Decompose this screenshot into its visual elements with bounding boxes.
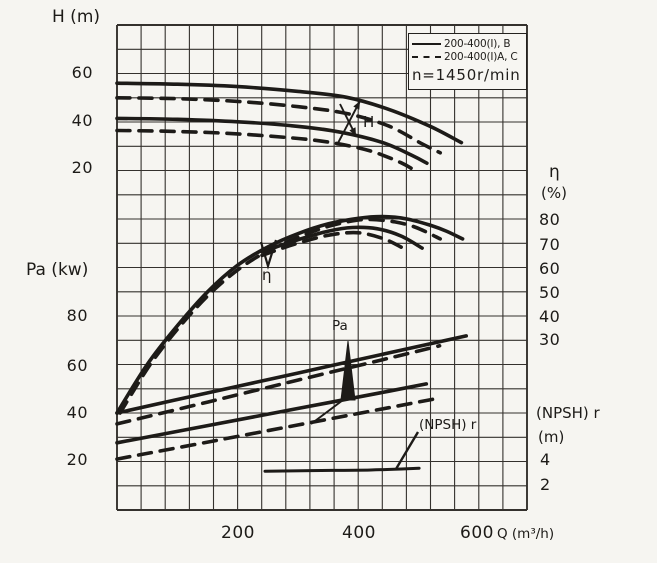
dashed-line-sample-icon [412,55,441,58]
legend-entry-dashed: 200-400(I)A, C [444,50,518,63]
eta-axis-tick: 60 [539,259,561,278]
eta-axis-title: η [549,162,560,182]
pa-curve-label: Pa [332,318,348,334]
eta-curve-label: η [262,266,272,284]
curve-h-b-2 [115,116,429,165]
solid-line-sample-icon [412,42,441,45]
curve-h-ac-2 [115,128,419,174]
curve-eta-b-1 [115,214,465,415]
q-axis-tick: 400 [342,523,376,543]
pa-marker-tail [310,399,344,425]
q-axis-tick: 600 [460,523,494,543]
curve-pa-ac-1 [115,344,442,426]
eta-axis-tick: 80 [539,210,561,229]
pa-axis-tick: 20 [66,450,88,469]
pa-axis-tick: 60 [66,356,88,375]
curve-h-ac-1 [115,96,442,155]
legend-speed: n=1450r/min [412,66,521,84]
h-axis-tick: 60 [71,63,93,82]
h-axis-title: H (m) [52,7,101,27]
npsh-axis-title: (NPSH) r [536,404,600,422]
pa-marker-arrow [340,340,356,401]
legend-row-solid: 200-400(I), B [412,37,524,50]
eta-axis-tick: 50 [539,283,561,302]
legend-entry-solid: 200-400(I), B [444,37,511,50]
curve-h-b-1 [115,81,464,145]
curve-eta-b-2 [260,225,424,254]
curve-pa-b-2 [115,382,429,445]
h-marker-down-arrow-head [349,127,356,136]
curve-eta-ac-2 [260,230,407,258]
h-axis-tick: 40 [71,111,93,130]
h-marker-up-arrow-head [353,101,360,110]
eta-axis-tick: 40 [539,307,561,326]
q-axis-tick: 200 [221,523,255,543]
npsh-leader-line [394,431,420,470]
curve-eta-ac-1 [118,217,442,415]
pa-axis-title: Pa (kw) [26,260,89,280]
eta-axis-tick: 70 [539,235,561,254]
legend-box: 200-400(I), B 200-400(I)A, C n=1450r/min [408,33,527,90]
eta-axis-unit: (%) [541,184,567,202]
curve-pa-b-1 [115,334,468,415]
h-curve-label: H [363,113,375,131]
npsh-curve-label: (NPSH) r [419,417,477,433]
pa-axis-tick: 80 [66,306,88,325]
npsh-axis-tick: 4 [540,450,551,469]
curve-npsh-1 [263,466,421,473]
legend-row-dashed: 200-400(I)A, C [412,50,524,63]
pa-axis-tick: 40 [66,403,88,422]
eta-axis-tick: 30 [539,330,561,349]
q-axis-unit: Q (m³/h) [497,526,555,542]
eta-marker-arrow [259,239,278,270]
h-axis-tick: 20 [71,158,93,177]
npsh-axis-unit: (m) [538,428,565,446]
curve-pa-ac-2 [115,397,437,461]
npsh-axis-tick: 2 [540,475,551,494]
